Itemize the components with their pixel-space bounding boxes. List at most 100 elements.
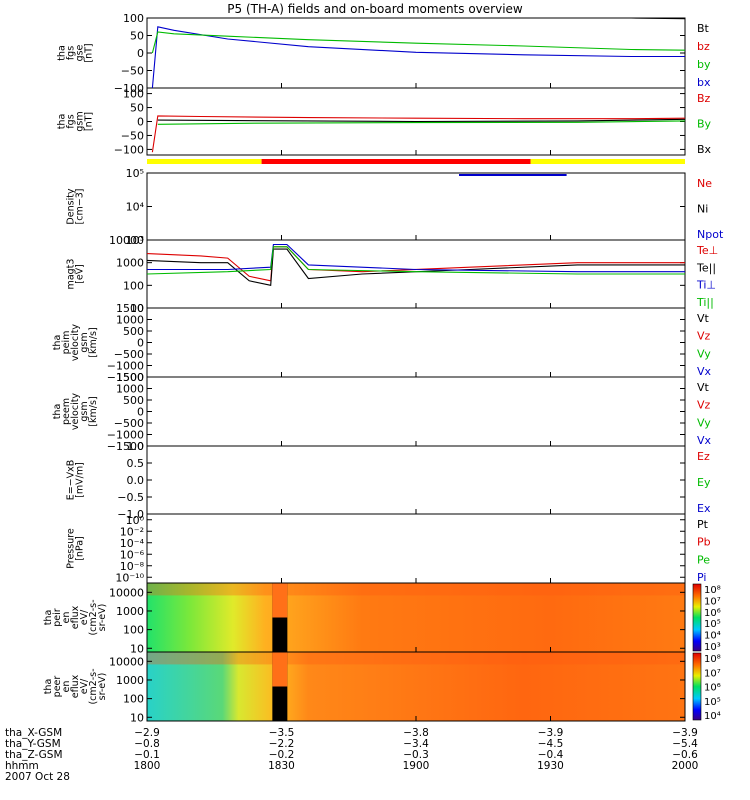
y-axis-label: gsm (79, 401, 90, 421)
y-tick-label: 500 (123, 394, 144, 407)
axis-value: −2.2 (269, 738, 295, 750)
y-axis-label: eflux (70, 674, 81, 698)
legend-label: Ey (697, 476, 711, 489)
legend-label: by (697, 58, 711, 71)
legend-label: Pb (697, 536, 711, 549)
series-Te⊥ (146, 246, 685, 282)
colorbar-label: 10⁶ (704, 683, 721, 694)
panel-frame (146, 513, 686, 584)
legend-label: Vy (697, 416, 711, 429)
axis-value: −0.6 (672, 749, 698, 761)
colorbar-label: 10³ (704, 642, 721, 653)
y-axis-label: [nT] (84, 112, 95, 131)
y-axis-label: sr-eV) (97, 604, 108, 632)
axis-value: 1930 (537, 760, 564, 772)
y-tick-label: 0.5 (127, 457, 145, 470)
y-tick-label: 10⁻⁸ (120, 560, 145, 573)
legend-label: Bt (697, 22, 710, 35)
series-Bx (157, 118, 686, 123)
axis-value: 2000 (672, 760, 699, 772)
y-tick-label: 100 (123, 624, 144, 637)
legend-label: Te⊥ (696, 244, 718, 257)
axis-row-label: tha_Z-GSM (5, 749, 63, 761)
y-axis-label: fgs (66, 114, 77, 128)
y-axis-label: [nPa] (75, 536, 86, 561)
panel-frame (146, 445, 686, 515)
y-tick-label: 100 (123, 279, 144, 292)
y-axis-label: [km/s] (88, 327, 99, 357)
spectrogram-fill (147, 652, 685, 721)
y-axis-label: Pressure (66, 528, 77, 569)
y-axis-label: eV/ (79, 678, 90, 694)
y-axis-label: gse (75, 44, 86, 61)
y-tick-label: −1500 (107, 371, 144, 384)
y-tick-label: −100 (114, 143, 144, 156)
y-tick-label: 10 (130, 302, 144, 315)
panel-density: 10³ 10⁴ 10⁵ Density[cm−3] Ne Ni Npot (66, 167, 724, 247)
y-axis-label: sr-eV) (97, 673, 108, 701)
legend-label: Pt (697, 518, 709, 531)
colorbar-label: 10⁶ (704, 608, 721, 619)
y-axis-label: Density (66, 188, 77, 224)
colorbar-label: 10⁵ (704, 697, 721, 708)
legend-label: Vt (697, 381, 710, 394)
series-by (151, 31, 686, 54)
y-tick-label: 1.0 (127, 440, 145, 453)
legend-label: Pe (697, 553, 710, 566)
axis-value: −0.2 (269, 749, 295, 761)
y-tick-label: 1000 (116, 383, 144, 396)
legend-label: By (697, 118, 712, 131)
colorbar-label: 10⁷ (704, 668, 721, 679)
spectrogram-fill (147, 583, 685, 652)
y-tick-label: 0 (137, 406, 144, 419)
spectrogram-high-energy (147, 652, 685, 665)
panel-frame (146, 376, 686, 447)
y-axis-label: tha (43, 679, 54, 695)
y-tick-label: −100 (114, 82, 144, 95)
mode-bar-segment (147, 159, 262, 164)
axis-value: −3.4 (403, 738, 429, 750)
panel-frame (146, 17, 686, 89)
y-axis-label: eflux (70, 605, 81, 629)
y-tick-label: −1.0 (117, 508, 144, 521)
legend-label: Bx (697, 143, 712, 156)
panel-efield: 1.0 0.5 0.0 −0.5 −1.0 E=−VxB[mV/m] Ez Ey Ex (66, 440, 711, 521)
axis-value: −0.1 (134, 749, 160, 761)
series-By (157, 120, 686, 125)
y-axis-label: [km/s] (88, 396, 99, 426)
y-tick-label: 0 (137, 116, 144, 129)
panels: 100500−50−100thafgsgse[nT]Btbzbybx100500… (43, 12, 724, 724)
y-axis-label: (cm2-s- (88, 599, 99, 635)
axis-row-label: tha_Y-GSM (5, 738, 61, 750)
panel-frame (146, 307, 686, 378)
y-axis-label: fgs (66, 46, 77, 60)
legend-label: bz (697, 40, 710, 53)
y-tick-label: 10⁵ (126, 167, 144, 180)
colorbar (692, 652, 702, 721)
axis-value: −0.4 (538, 749, 564, 761)
y-tick-label: 100 (123, 693, 144, 706)
axis-value: −3.8 (403, 727, 429, 739)
y-tick-label: 10⁻⁶ (120, 548, 145, 561)
series-Bz (151, 115, 686, 153)
y-tick-label: 10 (130, 711, 144, 724)
legend-label: Vx (697, 365, 712, 378)
mode-bar-segment (261, 159, 531, 164)
y-axis-label: gsm (75, 111, 86, 131)
spectrogram-gap-upper (272, 583, 288, 618)
legend-label: Bz (697, 92, 711, 105)
spectrogram-high-energy (147, 583, 685, 596)
y-tick-label: 50 (130, 102, 144, 115)
panel-peir-eflux: 10⁸10⁷10⁶10⁵10⁴10³10000100010010thapeire… (43, 582, 721, 655)
y-tick-label: 500 (123, 325, 144, 338)
panel-frame (146, 172, 686, 241)
y-axis-label: gsm (79, 332, 90, 352)
y-tick-label: 0 (137, 337, 144, 350)
legend-label: Vz (697, 399, 711, 412)
y-tick-label: −50 (121, 65, 144, 78)
axis-value: −0.3 (403, 749, 429, 761)
y-axis-label: peem (61, 398, 72, 425)
y-axis-label: [cm−3] (75, 189, 86, 225)
figure-title: P5 (TH-A) fields and on-board moments ov… (227, 2, 523, 16)
